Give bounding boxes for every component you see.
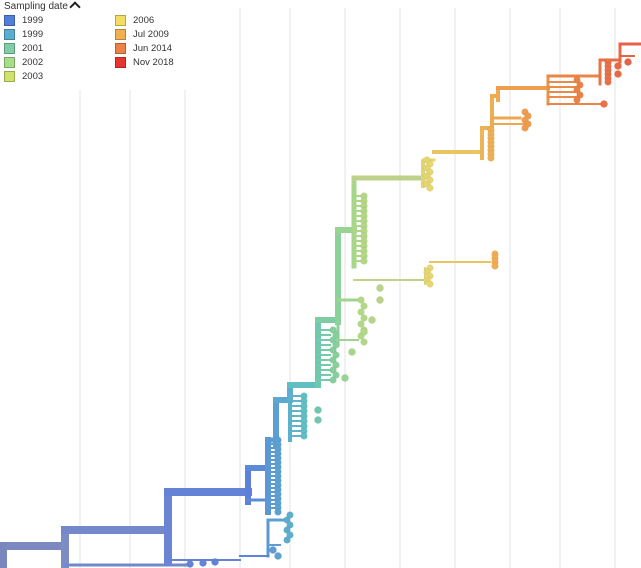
tip	[426, 280, 434, 288]
legend-swatch	[4, 15, 15, 26]
tip	[348, 348, 356, 356]
legend-item-2003[interactable]: 2003	[4, 71, 43, 84]
tip	[604, 78, 612, 86]
tip	[329, 376, 337, 384]
tip	[426, 184, 434, 192]
tip	[614, 62, 622, 70]
tip	[491, 262, 499, 270]
tree-tips	[186, 58, 632, 568]
time-gridlines	[79, 8, 616, 568]
legend-swatch	[4, 29, 15, 40]
legend-item-1999-a[interactable]: 1999	[4, 15, 43, 28]
tip	[360, 328, 368, 336]
tip	[186, 560, 194, 568]
tip	[360, 257, 368, 265]
tip	[360, 314, 368, 322]
tip	[314, 406, 322, 414]
tree-branches	[0, 42, 641, 568]
chevron-up-icon	[69, 1, 81, 13]
tip	[283, 536, 291, 544]
tip	[521, 124, 529, 132]
tip	[600, 100, 608, 108]
tip	[360, 302, 368, 310]
legend-swatch	[115, 57, 126, 68]
tip	[341, 374, 349, 382]
legend-toggle[interactable]: Sampling date	[4, 1, 81, 13]
legend-swatch	[4, 71, 15, 82]
tip	[199, 559, 207, 567]
tip	[357, 320, 365, 328]
tip	[300, 432, 308, 440]
tip	[614, 70, 622, 78]
legend-swatch	[115, 43, 126, 54]
legend-item-jul-2009[interactable]: Jul 2009	[115, 29, 169, 42]
legend-item-2001[interactable]: 2001	[4, 43, 43, 56]
legend-title-text: Sampling date	[4, 1, 68, 12]
legend-swatch	[115, 15, 126, 26]
tip	[376, 284, 384, 292]
tip	[573, 96, 581, 104]
legend-swatch	[4, 57, 15, 68]
legend-swatch	[4, 43, 15, 54]
tip	[274, 552, 282, 560]
legend-item-1999-b[interactable]: 1999	[4, 29, 43, 42]
tip	[274, 508, 282, 516]
tip	[360, 338, 368, 346]
legend-swatch	[115, 29, 126, 40]
tip	[269, 546, 277, 554]
legend-item-2006[interactable]: 2006	[115, 15, 154, 28]
tip	[376, 296, 384, 304]
tip	[357, 296, 365, 304]
tip	[314, 416, 322, 424]
legend-item-nov-2018[interactable]: Nov 2018	[115, 57, 174, 70]
tip	[487, 154, 495, 162]
tip	[357, 308, 365, 316]
legend-item-jun-2014[interactable]: Jun 2014	[115, 43, 172, 56]
legend: Sampling date 1999 1999 2001 2002 2003 2…	[4, 0, 204, 82]
tip	[624, 58, 632, 66]
tip	[368, 316, 376, 324]
tip	[211, 558, 219, 566]
legend-item-2002[interactable]: 2002	[4, 57, 43, 70]
